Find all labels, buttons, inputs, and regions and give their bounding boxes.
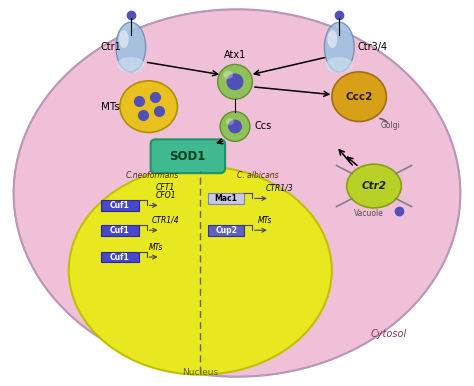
FancyBboxPatch shape xyxy=(151,139,225,173)
Text: MTs: MTs xyxy=(101,102,120,112)
Ellipse shape xyxy=(332,72,386,122)
Ellipse shape xyxy=(220,112,250,141)
Text: Mac1: Mac1 xyxy=(215,194,237,203)
Ellipse shape xyxy=(328,30,337,48)
Text: Ctr2: Ctr2 xyxy=(362,181,386,191)
Ellipse shape xyxy=(116,22,146,72)
Text: Ctr3/4: Ctr3/4 xyxy=(357,42,387,52)
Text: CTR1/3: CTR1/3 xyxy=(266,183,293,192)
FancyBboxPatch shape xyxy=(208,225,244,236)
Text: Nucleus: Nucleus xyxy=(182,368,219,377)
Ellipse shape xyxy=(324,22,354,72)
Ellipse shape xyxy=(223,71,233,79)
Ellipse shape xyxy=(346,164,401,208)
Text: Ccc2: Ccc2 xyxy=(346,92,373,102)
Text: CFT1: CFT1 xyxy=(156,183,175,192)
Text: C. albicans: C. albicans xyxy=(237,171,279,180)
Text: Cuf1: Cuf1 xyxy=(110,201,130,210)
Text: Vacuole: Vacuole xyxy=(354,209,384,218)
Text: Ctr1: Ctr1 xyxy=(100,42,121,52)
Text: MTs: MTs xyxy=(257,216,272,225)
Text: Golgi: Golgi xyxy=(381,122,401,130)
Text: SOD1: SOD1 xyxy=(169,150,206,163)
Text: Cuf1: Cuf1 xyxy=(110,252,130,262)
Ellipse shape xyxy=(228,120,242,134)
Ellipse shape xyxy=(218,64,252,99)
Text: MTs: MTs xyxy=(148,242,163,252)
Ellipse shape xyxy=(117,57,145,73)
Text: Cup2: Cup2 xyxy=(215,226,237,235)
Ellipse shape xyxy=(226,118,234,125)
Text: Cytosol: Cytosol xyxy=(371,329,407,339)
Ellipse shape xyxy=(227,73,244,90)
Text: Cuf1: Cuf1 xyxy=(110,226,130,235)
FancyBboxPatch shape xyxy=(101,200,139,211)
FancyBboxPatch shape xyxy=(101,225,139,236)
Text: Atx1: Atx1 xyxy=(224,50,246,60)
Text: CTR1/4: CTR1/4 xyxy=(152,216,179,225)
Text: CFO1: CFO1 xyxy=(155,191,176,200)
Ellipse shape xyxy=(69,166,332,375)
FancyBboxPatch shape xyxy=(101,252,139,262)
Ellipse shape xyxy=(119,30,129,48)
Ellipse shape xyxy=(325,57,353,73)
Text: C.neoformans: C.neoformans xyxy=(126,171,179,180)
FancyBboxPatch shape xyxy=(208,193,244,204)
Ellipse shape xyxy=(14,9,460,377)
Text: Ccs: Ccs xyxy=(255,122,272,132)
Ellipse shape xyxy=(120,81,177,132)
